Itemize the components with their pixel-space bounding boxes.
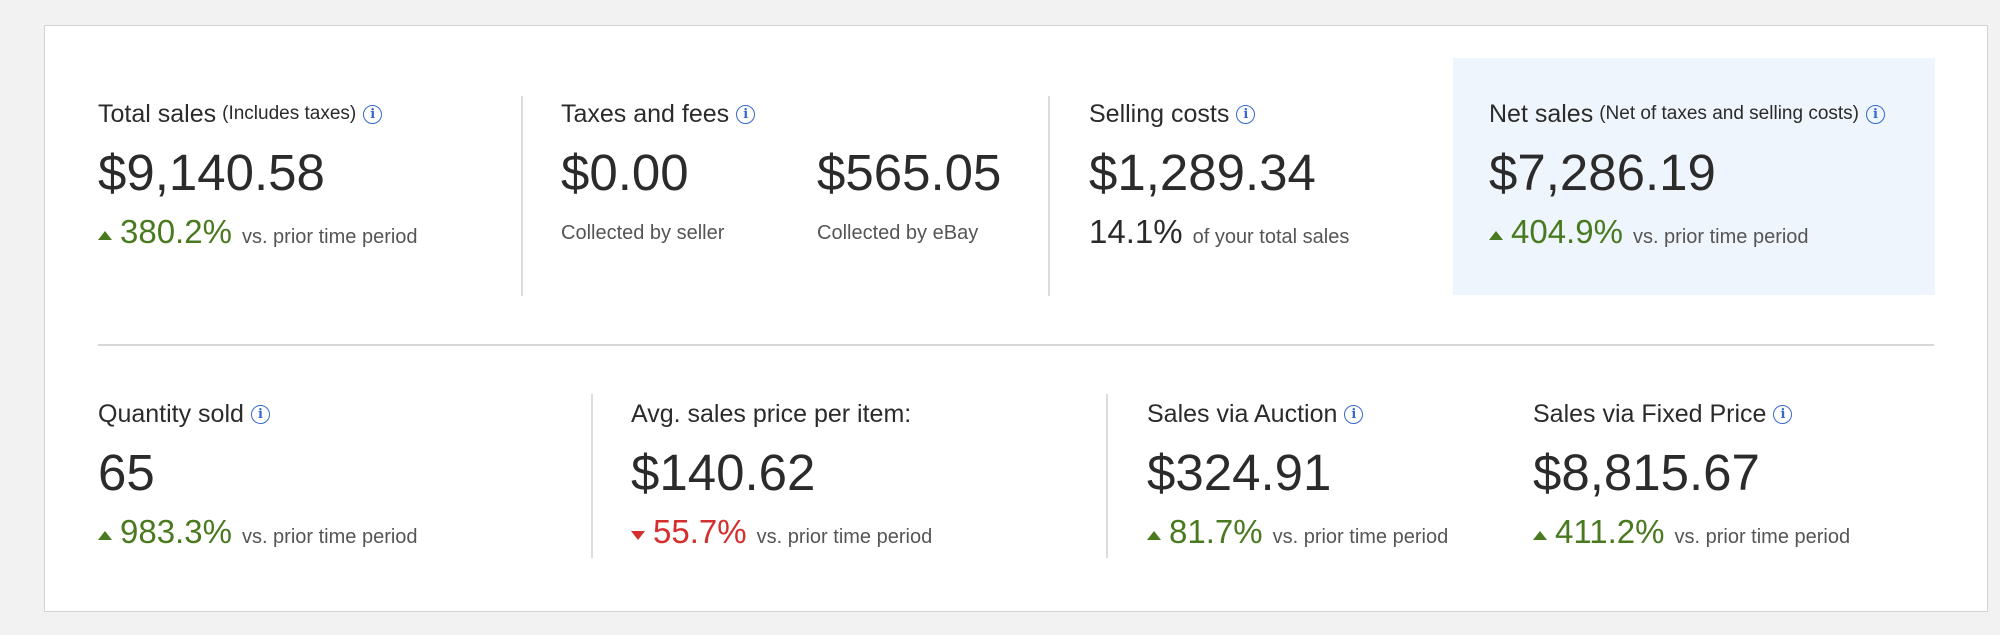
- auction-change: 81.7% vs. prior time period: [1147, 513, 1448, 551]
- fixed-price-value: $8,815.67: [1533, 444, 1760, 501]
- info-icon[interactable]: i: [363, 104, 383, 124]
- taxes-fees-label: Taxes and fees: [561, 100, 730, 128]
- sales-summary-card: Total sales (Includes taxes) i $9,140.58…: [44, 25, 1988, 612]
- selling-costs-percent: 14.1% of your total sales: [1089, 213, 1349, 251]
- net-sales-subtitle: (Net of taxes and selling costs): [1599, 103, 1860, 124]
- change-percent: 404.9%: [1511, 213, 1623, 250]
- fixed-price-title: Sales via Fixed Price i: [1533, 399, 1793, 429]
- total-sales-subtitle: (Includes taxes): [222, 103, 357, 124]
- total-sales-label: Total sales: [98, 100, 217, 128]
- taxes-ebay-label: Collected by eBay: [817, 222, 979, 244]
- change-percent: 983.3%: [120, 513, 232, 550]
- divider: [591, 394, 593, 558]
- selling-costs-percent-value: 14.1%: [1089, 213, 1183, 250]
- selling-costs-label: Selling costs: [1089, 100, 1230, 128]
- arrow-up-icon: [1489, 231, 1503, 240]
- change-label: vs. prior time period: [756, 526, 933, 548]
- net-sales-label: Net sales: [1489, 100, 1594, 128]
- arrow-up-icon: [98, 231, 112, 240]
- selling-costs-title: Selling costs i: [1089, 99, 1256, 129]
- selling-costs-value: $1,289.34: [1089, 144, 1316, 201]
- arrow-down-icon: [631, 531, 645, 540]
- divider: [521, 96, 523, 296]
- arrow-up-icon: [1533, 531, 1547, 540]
- selling-costs-percent-label: of your total sales: [1192, 226, 1350, 248]
- change-label: vs. prior time period: [241, 226, 418, 248]
- total-sales-value: $9,140.58: [98, 144, 325, 201]
- change-percent: 81.7%: [1169, 513, 1263, 550]
- section-divider: [98, 344, 1934, 346]
- quantity-sold-change: 983.3% vs. prior time period: [98, 513, 418, 551]
- change-percent: 55.7%: [653, 513, 747, 550]
- divider: [1106, 394, 1108, 558]
- quantity-sold-label: Quantity sold: [98, 400, 244, 428]
- net-sales-value: $7,286.19: [1489, 144, 1716, 201]
- quantity-sold-title: Quantity sold i: [98, 399, 270, 429]
- fixed-price-label: Sales via Fixed Price: [1533, 400, 1767, 428]
- info-icon[interactable]: i: [1773, 404, 1793, 424]
- fixed-price-change: 411.2% vs. prior time period: [1533, 513, 1850, 551]
- net-sales-change: 404.9% vs. prior time period: [1489, 213, 1809, 251]
- change-label: vs. prior time period: [1272, 526, 1449, 548]
- avg-price-title: Avg. sales price per item:: [631, 399, 911, 429]
- avg-price-label: Avg. sales price per item:: [631, 400, 912, 428]
- change-percent: 380.2%: [120, 213, 232, 250]
- arrow-up-icon: [1147, 531, 1161, 540]
- taxes-ebay-value: $565.05: [817, 144, 1002, 201]
- change-label: vs. prior time period: [1674, 526, 1851, 548]
- auction-title: Sales via Auction i: [1147, 399, 1364, 429]
- change-label: vs. prior time period: [241, 526, 418, 548]
- arrow-up-icon: [98, 531, 112, 540]
- net-sales-title: Net sales (Net of taxes and selling cost…: [1489, 99, 1886, 129]
- avg-price-value: $140.62: [631, 444, 816, 501]
- change-percent: 411.2%: [1555, 513, 1665, 550]
- avg-price-change: 55.7% vs. prior time period: [631, 513, 932, 551]
- total-sales-title: Total sales (Includes taxes) i: [98, 99, 383, 129]
- net-sales-highlight: [1453, 58, 1935, 295]
- taxes-seller-label: Collected by seller: [561, 222, 725, 244]
- total-sales-change: 380.2% vs. prior time period: [98, 213, 418, 251]
- info-icon[interactable]: i: [1344, 404, 1364, 424]
- info-icon[interactable]: i: [736, 104, 756, 124]
- change-label: vs. prior time period: [1632, 226, 1809, 248]
- info-icon[interactable]: i: [1236, 104, 1256, 124]
- taxes-seller-value: $0.00: [561, 144, 689, 201]
- info-icon[interactable]: i: [1866, 104, 1886, 124]
- divider: [1048, 96, 1050, 296]
- quantity-sold-value: 65: [98, 444, 155, 501]
- auction-value: $324.91: [1147, 444, 1332, 501]
- taxes-fees-title: Taxes and fees i: [561, 99, 756, 129]
- auction-label: Sales via Auction: [1147, 400, 1338, 428]
- info-icon[interactable]: i: [250, 404, 270, 424]
